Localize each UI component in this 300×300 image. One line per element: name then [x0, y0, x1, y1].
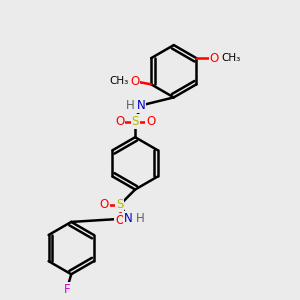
Text: CH₃: CH₃: [221, 53, 240, 63]
Text: F: F: [64, 283, 70, 296]
Text: H: H: [125, 99, 134, 112]
Text: O: O: [115, 214, 124, 227]
Text: O: O: [115, 115, 124, 128]
Text: S: S: [131, 115, 139, 128]
Text: N: N: [124, 212, 133, 225]
Text: N: N: [137, 99, 146, 112]
Text: S: S: [116, 199, 123, 212]
Text: O: O: [146, 115, 155, 128]
Text: O: O: [130, 75, 140, 88]
Text: O: O: [210, 52, 219, 65]
Text: O: O: [100, 199, 109, 212]
Text: CH₃: CH₃: [110, 76, 129, 86]
Text: H: H: [136, 212, 144, 225]
